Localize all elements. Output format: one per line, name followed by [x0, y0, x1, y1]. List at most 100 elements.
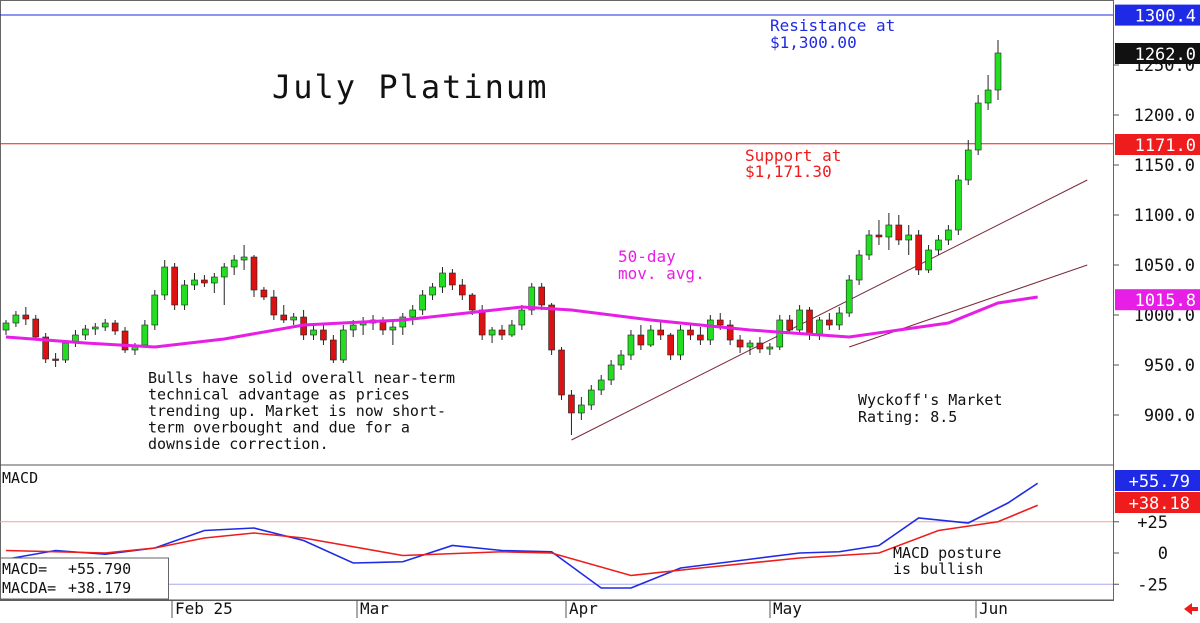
candle-body — [806, 309, 813, 336]
candle-body — [181, 284, 188, 306]
candle-body — [141, 324, 149, 346]
candle-body — [905, 234, 913, 241]
price-tick-label: 1000.0 — [1134, 306, 1195, 326]
trendline — [571, 179, 1088, 441]
ma-label: 50-day — [618, 247, 676, 266]
macd-tag — [1115, 470, 1200, 491]
candle-body — [82, 328, 89, 336]
price-tick-label: 1100.0 — [1134, 206, 1195, 226]
candle-body — [201, 279, 208, 284]
candle-body — [865, 234, 873, 256]
candle-body — [191, 279, 198, 286]
candle-body — [726, 324, 734, 341]
candle-body — [349, 324, 357, 331]
candle-body — [12, 314, 20, 324]
price-tick-label: 900.0 — [1144, 406, 1195, 426]
candle-body — [568, 394, 575, 414]
comment-line: trending up. Market is now short- — [148, 402, 446, 420]
comment-line: term overbought and due for a — [148, 419, 410, 437]
candle-body — [399, 316, 407, 328]
candle-body — [111, 322, 119, 332]
candle-body — [816, 319, 823, 336]
candle-body — [211, 276, 218, 284]
macd-line — [5, 482, 1039, 589]
candle-body — [171, 266, 178, 306]
candle-body — [647, 329, 655, 346]
candle-body — [657, 329, 665, 336]
candle-body — [677, 329, 684, 356]
price-tick-label: 1150.0 — [1134, 156, 1195, 176]
comment-line: Bulls have solid overall near-term — [148, 369, 455, 387]
candle-body — [478, 309, 486, 336]
candle-body — [707, 319, 714, 341]
candle-body — [320, 329, 327, 341]
resistance-label: Resistance at — [770, 16, 895, 35]
candle-body — [746, 342, 754, 348]
time-label: Mar — [360, 599, 389, 618]
candle-body — [449, 272, 456, 286]
macd-readout-label: MACD= — [2, 560, 47, 578]
price-tag — [1115, 43, 1200, 64]
candle-body — [736, 339, 744, 348]
candle-body — [339, 329, 347, 361]
candle-body — [548, 304, 555, 351]
candle-body — [389, 326, 397, 331]
support-label: Support at — [745, 146, 841, 165]
candle-body — [240, 256, 248, 261]
macd-readout-value: +55.790 — [68, 560, 131, 578]
candle-body — [290, 316, 297, 321]
moving-average-line — [5, 295, 1038, 349]
candle-body — [508, 324, 516, 336]
candle-body — [429, 286, 436, 296]
macd-tag-label: +38.18 — [1129, 494, 1190, 514]
candle-body — [558, 349, 565, 396]
candle-body — [498, 329, 506, 336]
candle-body — [22, 314, 30, 320]
candle-body — [260, 289, 268, 298]
candle-body — [667, 334, 674, 356]
candle-body — [32, 318, 40, 338]
scroll-left-icon — [1184, 603, 1198, 615]
price-tag — [1115, 134, 1200, 155]
candle-body — [766, 346, 774, 350]
candle-body — [984, 89, 992, 104]
candle-body — [935, 239, 942, 251]
candle-body — [974, 102, 982, 151]
comment-line: technical advantage as prices — [148, 386, 410, 404]
macd-tick-label: -25 — [1137, 575, 1168, 595]
candle-body — [955, 179, 962, 231]
candle-body — [915, 234, 922, 271]
candle-body — [716, 319, 724, 326]
candle-body — [925, 249, 932, 271]
macda-readout-value: +38.179 — [68, 579, 131, 597]
candle-body — [518, 309, 526, 326]
comment-line: downside correction. — [148, 435, 329, 453]
candle-body — [597, 379, 605, 391]
resistance-value: $1,300.00 — [770, 33, 857, 52]
price-tag-label: 1300.4 — [1135, 7, 1196, 27]
candle-body — [964, 149, 972, 181]
candle-body — [62, 342, 69, 361]
candle-body — [885, 224, 893, 238]
candle-body — [121, 330, 129, 351]
candle-body — [250, 256, 258, 291]
candle-body — [875, 234, 883, 238]
candle-body — [101, 322, 109, 328]
rating-line: Wyckoff's Market — [858, 391, 1003, 409]
macda-line — [5, 504, 1038, 577]
candle-body — [52, 358, 59, 361]
price-tag-label: 1262.0 — [1135, 45, 1196, 65]
candle-body — [439, 272, 446, 288]
candle-body — [697, 334, 704, 341]
candle-body — [994, 52, 1002, 91]
candle-body — [220, 266, 228, 278]
trendline — [849, 264, 1088, 348]
candle-body — [230, 259, 238, 268]
candle-body — [687, 329, 694, 336]
price-tag — [1115, 4, 1200, 26]
macda-readout-label: MACDA= — [2, 579, 56, 597]
candle-body — [845, 279, 853, 314]
candle-body — [280, 314, 288, 321]
candle-body — [617, 354, 625, 366]
price-tick-label: 1050.0 — [1134, 256, 1195, 276]
